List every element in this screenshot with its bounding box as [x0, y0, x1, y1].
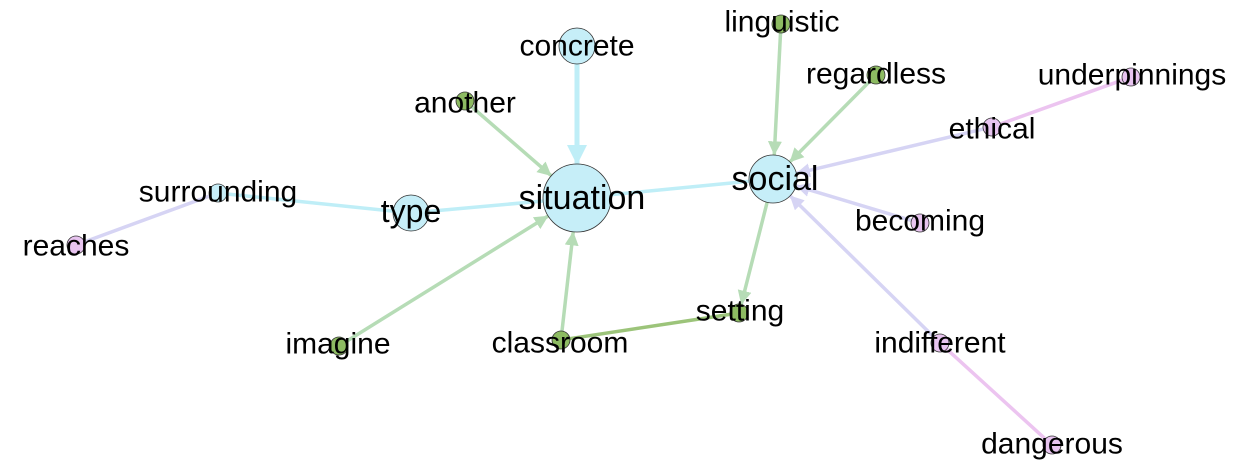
node-label-reaches: reaches	[23, 230, 130, 263]
node-label-imagine: imagine	[285, 328, 390, 361]
node-label-becoming: becoming	[855, 205, 985, 238]
node-label-linguistic: linguistic	[724, 6, 839, 39]
node-label-setting: setting	[696, 295, 784, 328]
node-label-another: another	[414, 87, 516, 120]
node-label-ethical: ethical	[949, 113, 1036, 146]
node-label-concrete: concrete	[519, 30, 634, 63]
node-label-type: type	[381, 193, 441, 229]
node-label-classroom: classroom	[492, 327, 629, 360]
node-label-surrounding: surrounding	[139, 176, 297, 209]
node-label-dangerous: dangerous	[981, 428, 1123, 461]
node-label-regardless: regardless	[806, 58, 946, 91]
node-label-social: social	[732, 160, 819, 198]
node-label-situation: situation	[519, 179, 646, 217]
node-label-underpinnings: underpinnings	[1038, 59, 1226, 92]
node-label-indifferent: indifferent	[874, 327, 1006, 360]
